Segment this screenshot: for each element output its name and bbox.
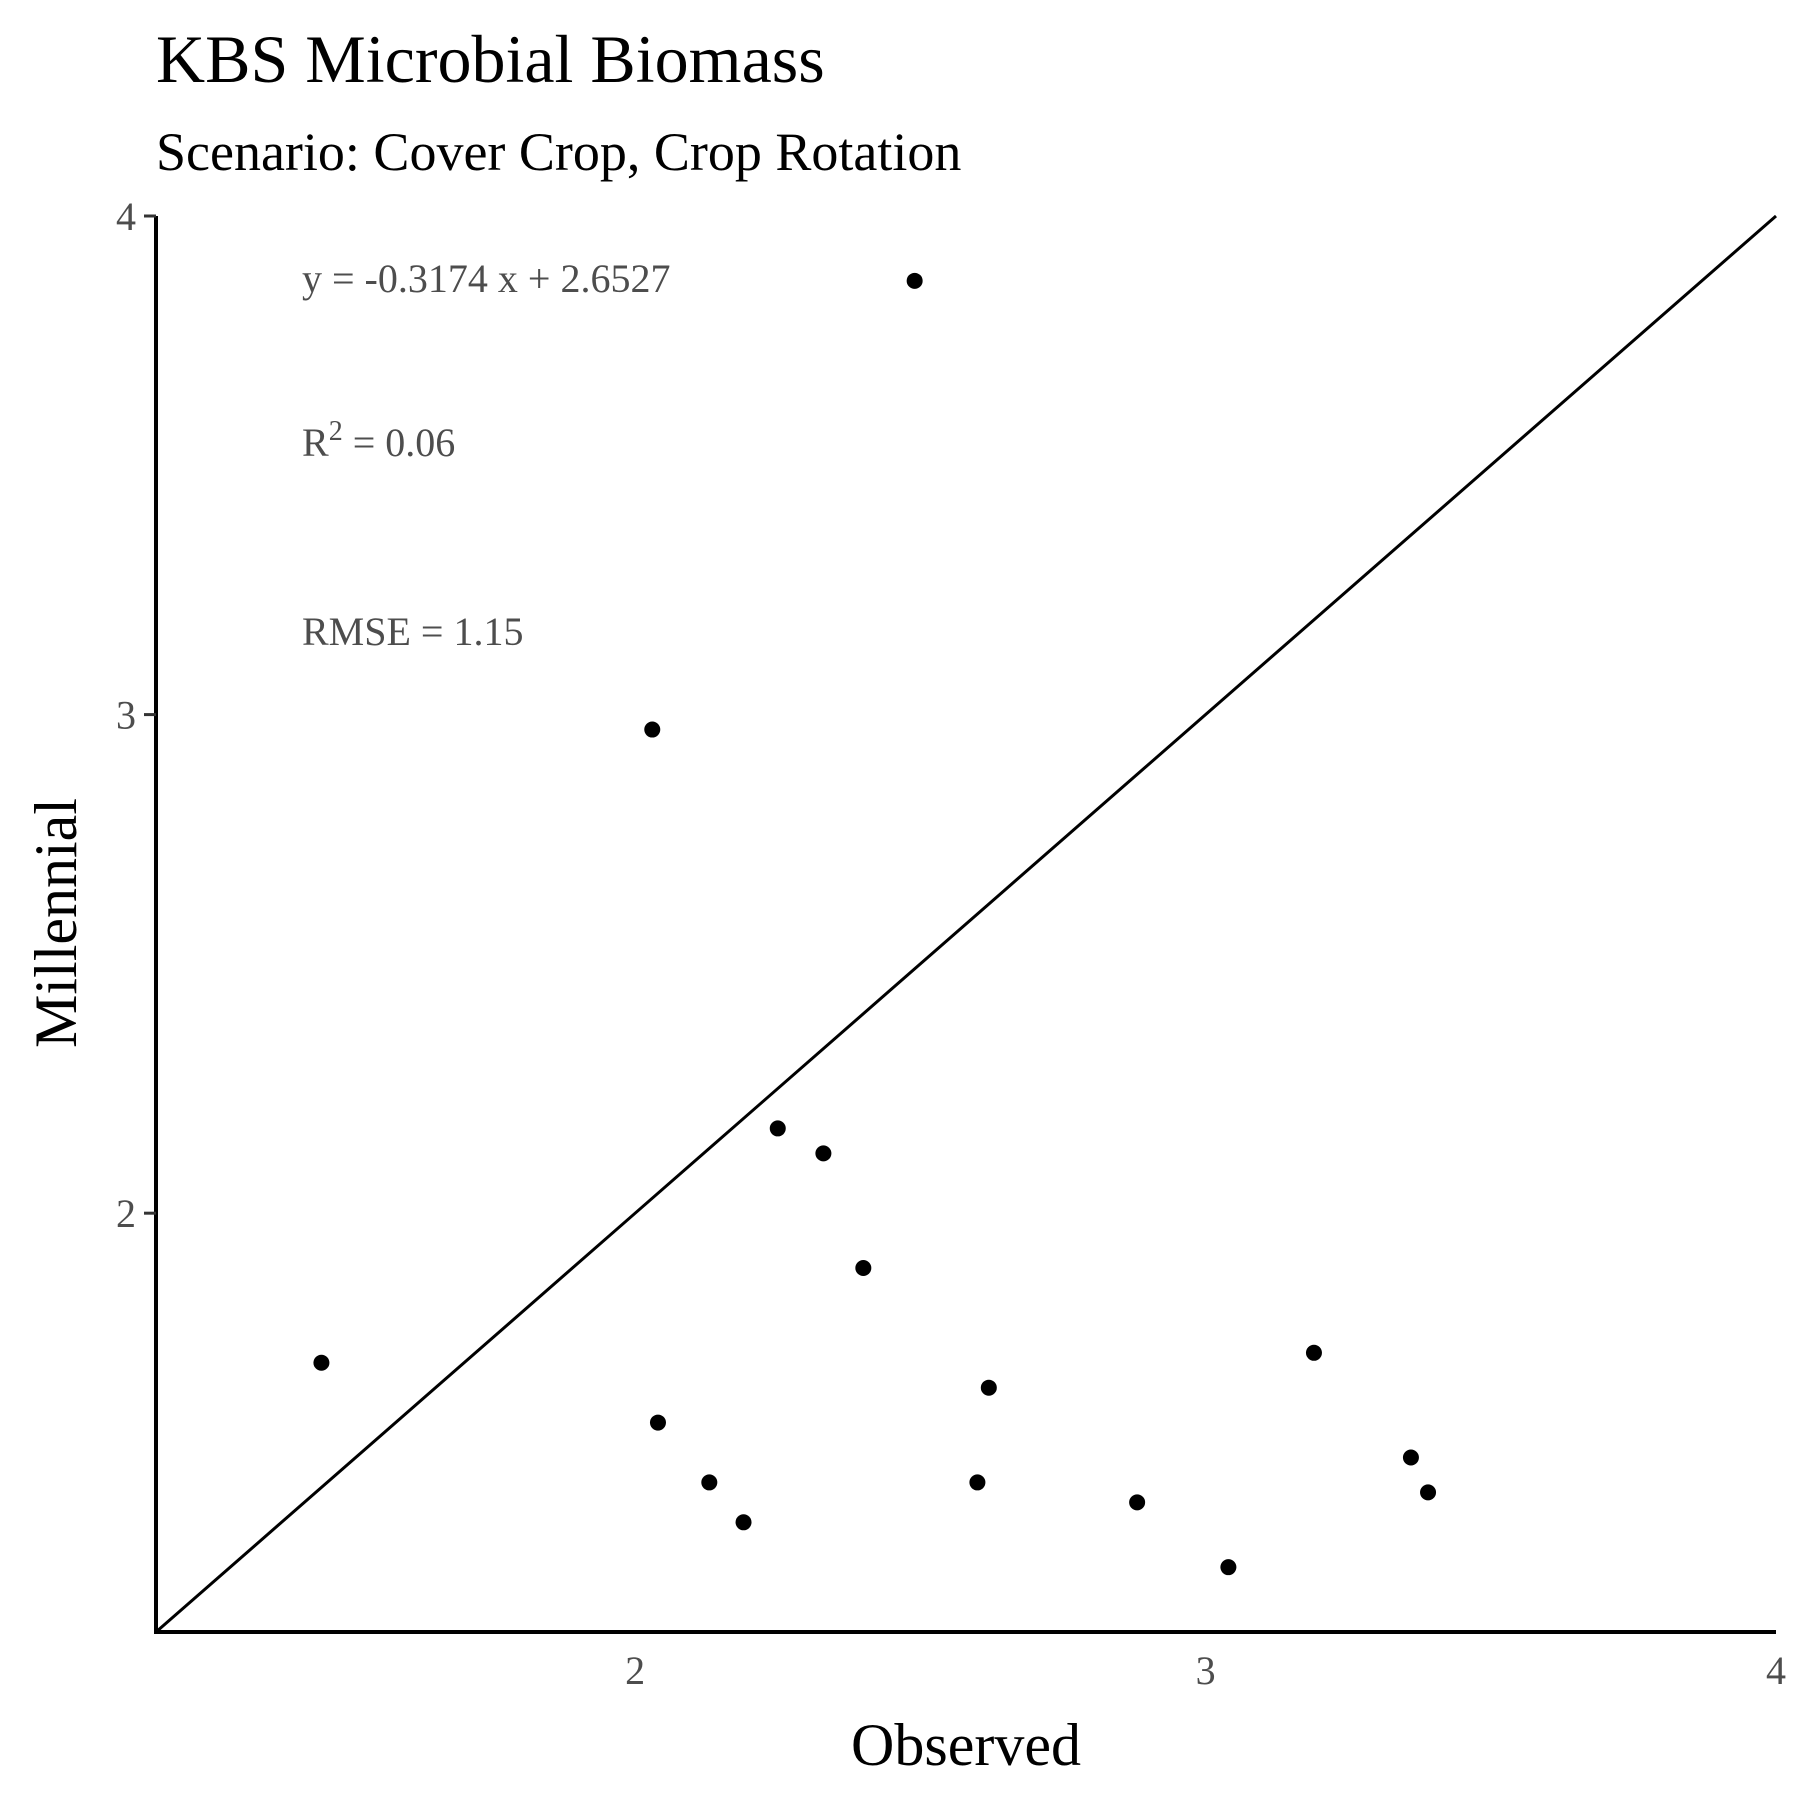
reference-line xyxy=(155,214,1777,1634)
rmse-annotation: RMSE = 1.15 xyxy=(302,609,523,654)
data-point xyxy=(1129,1494,1146,1511)
data-point xyxy=(644,721,661,738)
data-point xyxy=(701,1474,718,1491)
y-tick-label: 3 xyxy=(116,693,136,738)
data-point xyxy=(735,1514,752,1531)
r2-annotation: R2 = 0.06 xyxy=(302,416,455,465)
x-tick-label: 2 xyxy=(625,1648,645,1693)
data-point xyxy=(855,1260,872,1277)
chart-title: KBS Microbial Biomass xyxy=(156,21,825,97)
data-point xyxy=(906,272,923,289)
data-point xyxy=(1220,1559,1237,1576)
data-point xyxy=(969,1474,986,1491)
r2-value: = 0.06 xyxy=(343,420,456,465)
data-point xyxy=(980,1379,997,1396)
data-point xyxy=(313,1354,330,1371)
y-tick-label: 4 xyxy=(116,194,136,239)
data-point xyxy=(815,1145,832,1162)
data-point xyxy=(769,1120,786,1137)
x-axis-title: Observed xyxy=(851,1712,1081,1778)
r2-label: R xyxy=(302,420,329,465)
r2-superscript: 2 xyxy=(329,416,343,447)
data-point xyxy=(649,1414,666,1431)
x-tick-label: 4 xyxy=(1766,1648,1786,1693)
data-point xyxy=(1402,1449,1419,1466)
y-tick-label: 2 xyxy=(116,1191,136,1236)
data-point xyxy=(1420,1484,1437,1501)
data-point xyxy=(1305,1344,1322,1361)
x-ticks: 2 3 4 xyxy=(625,1648,1786,1693)
x-tick-label: 3 xyxy=(1196,1648,1216,1693)
y-axis-title: Millennial xyxy=(23,798,89,1048)
equation-annotation: y = -0.3174 x + 2.6527 xyxy=(302,256,670,301)
y-ticks: 2 3 4 xyxy=(116,194,156,1236)
data-points xyxy=(313,272,1437,1576)
chart-subtitle: Scenario: Cover Crop, Crop Rotation xyxy=(156,122,961,182)
